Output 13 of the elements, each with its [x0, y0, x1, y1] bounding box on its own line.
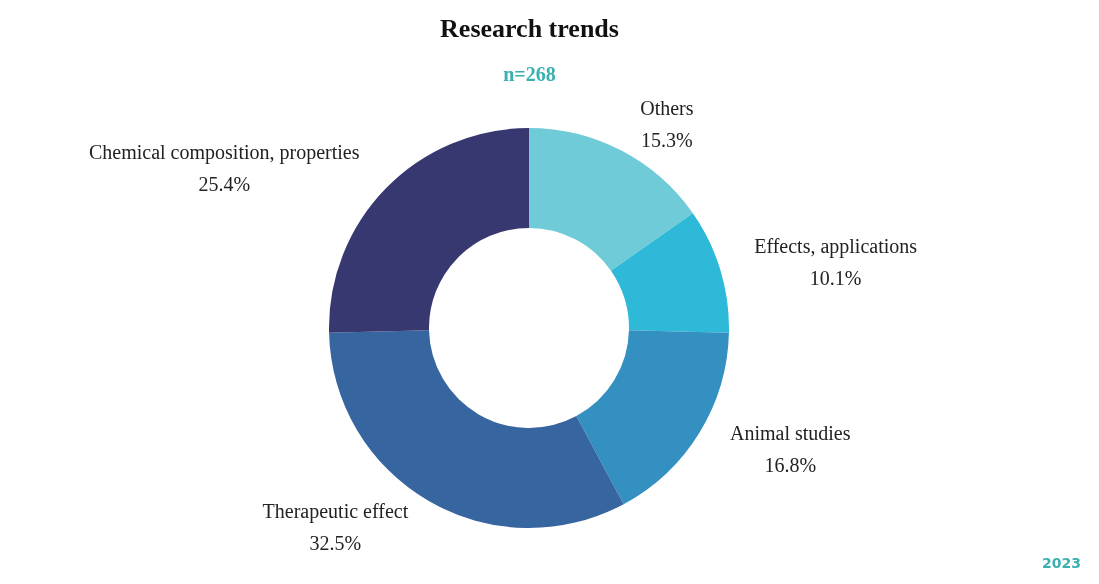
- slice-label: Others: [640, 97, 694, 120]
- data-label: 15.3%: [641, 129, 693, 152]
- data-label: 25.4%: [198, 172, 251, 195]
- text: 2023: [1042, 554, 1081, 571]
- chart-title: Research trends: [440, 13, 619, 43]
- chart-subtitle: n=268: [503, 63, 556, 86]
- slice-label: Chemical composition, properties: [88, 140, 360, 164]
- slice-label: Animal studies: [729, 421, 851, 444]
- slice-label: Effects, applications: [754, 234, 918, 258]
- data-label: 32.5%: [309, 532, 362, 555]
- data-label: 16.8%: [764, 453, 817, 476]
- slice-label: Therapeutic effect: [262, 500, 409, 524]
- data-label: 10.1%: [809, 266, 862, 289]
